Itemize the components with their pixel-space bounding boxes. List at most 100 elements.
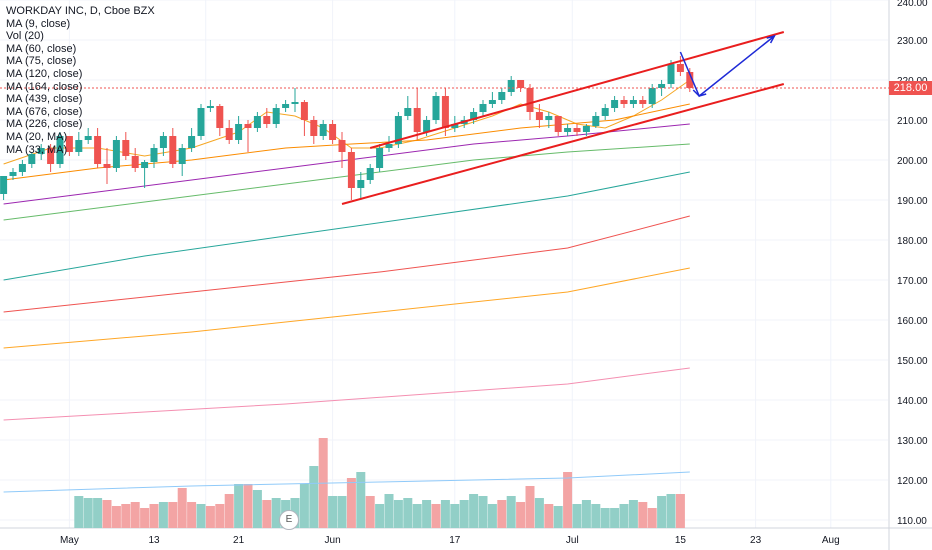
legend-row: MA (439, close): [6, 93, 83, 106]
candle-body: [432, 96, 440, 120]
candle-body: [56, 136, 64, 164]
last-price-badge: 218.00: [889, 81, 932, 95]
candle-body: [300, 102, 308, 120]
volume-bar: [215, 504, 225, 528]
moving-average-line: [3, 123, 690, 205]
volume-bar: [497, 500, 507, 528]
candle-body: [676, 64, 684, 72]
candle-body: [376, 148, 384, 168]
candle-body: [629, 100, 637, 104]
time-tick-label: Jun: [325, 535, 341, 546]
volume-bar: [252, 490, 262, 528]
price-tick-label: 210.00: [897, 116, 928, 127]
candle-body: [235, 124, 243, 140]
price-tick-label: 130.00: [897, 436, 928, 447]
candle-body: [573, 128, 581, 132]
candle-body: [592, 116, 600, 126]
symbol-title: WORKDAY INC, D, Cboe BZX: [6, 5, 155, 17]
moving-average-line: [3, 267, 690, 349]
volume-bar: [657, 496, 667, 528]
volume-bar: [205, 506, 215, 528]
price-tick-label: 240.00: [897, 0, 928, 9]
candle-body: [188, 136, 196, 148]
volume-bar: [647, 508, 657, 528]
volume-bar: [346, 478, 356, 528]
volume-bar: [666, 494, 676, 528]
candle-body: [366, 168, 374, 180]
volume-bar: [525, 486, 535, 528]
candle-body: [94, 136, 102, 164]
time-tick-label: Jul: [566, 535, 579, 546]
candle-body: [244, 124, 252, 128]
volume-bar: [431, 504, 441, 528]
candle-body: [178, 148, 186, 164]
candle-body: [319, 124, 327, 136]
candle-body: [507, 80, 515, 92]
candle-body: [150, 148, 158, 162]
earnings-marker[interactable]: E: [279, 510, 299, 530]
volume-bar: [375, 504, 385, 528]
candle-body: [206, 106, 214, 108]
volume-bar: [177, 488, 187, 528]
volume-bar: [337, 496, 347, 528]
candle-body: [112, 140, 120, 168]
candle-body: [526, 88, 534, 112]
volume-bar: [675, 494, 685, 528]
volume-bar: [224, 494, 234, 528]
candle-body: [253, 116, 261, 128]
candle-body: [441, 96, 449, 128]
candle-body: [47, 148, 55, 164]
forecast-arrow-head: [766, 34, 776, 44]
chart-legend: WORKDAY INC, D, Cboe BZX MA (9, close) V…: [6, 5, 155, 156]
candle-body: [272, 108, 280, 124]
candle-body: [394, 116, 402, 144]
candle-body: [498, 92, 506, 100]
volume-bar: [544, 504, 554, 528]
legend-row: MA (676, close): [6, 105, 83, 118]
volume-bar: [563, 472, 573, 528]
candle-body: [0, 176, 8, 194]
candle-body: [310, 120, 318, 136]
price-tick-label: 120.00: [897, 476, 928, 487]
volume-bar: [93, 498, 103, 528]
candle-body: [131, 156, 139, 168]
candle-body: [225, 128, 233, 140]
legend-row: MA (60, close): [6, 42, 77, 55]
volume-bar: [506, 496, 516, 528]
candle-body: [37, 148, 45, 154]
legend-row: MA (75, close): [6, 55, 77, 68]
moving-average-line: [3, 171, 690, 281]
legend-row: MA (9, close): [6, 17, 71, 30]
candle-body: [451, 124, 459, 128]
time-tick-label: May: [60, 535, 79, 546]
legend-row: MA (120, close): [6, 67, 83, 80]
volume-bar: [469, 494, 479, 528]
price-tick-label: 200.00: [897, 156, 928, 167]
candle-body: [263, 116, 271, 124]
candle-body: [658, 84, 666, 88]
candle-body: [338, 140, 346, 152]
candle-body: [423, 120, 431, 132]
volume-bar: [581, 500, 591, 528]
volume-bar: [130, 502, 140, 528]
volume-bar: [384, 494, 394, 528]
trend-channel-line: [369, 31, 785, 149]
price-tick-label: 230.00: [897, 36, 928, 47]
moving-average-line: [3, 367, 690, 421]
volume-bar: [187, 502, 197, 528]
candle-body: [197, 108, 205, 136]
volume-bar: [328, 496, 338, 528]
volume-bar: [140, 508, 150, 528]
candle-body: [347, 152, 355, 188]
volume-bar: [121, 504, 131, 528]
volume-bar: [271, 498, 281, 528]
volume-bar: [591, 504, 601, 528]
moving-average-line: [3, 471, 690, 493]
candle-body: [517, 80, 525, 88]
volume-bar: [638, 502, 648, 528]
volume-bar: [459, 500, 469, 528]
volume-bar: [168, 502, 178, 528]
candle-body: [667, 64, 675, 84]
candle-body: [18, 164, 26, 172]
